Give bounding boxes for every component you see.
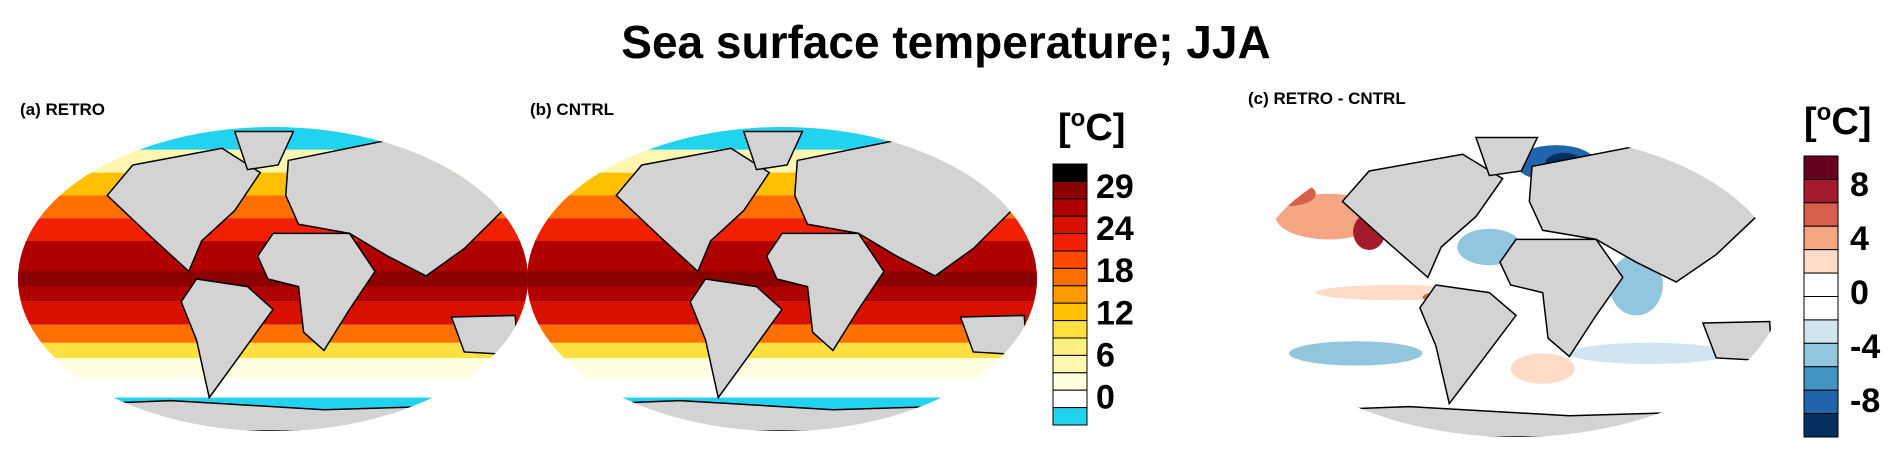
- map: [527, 127, 1037, 431]
- unit-part: [: [1804, 101, 1817, 143]
- colorbar-bin: [1052, 302, 1088, 322]
- colorbar-tick-label: 24: [1096, 210, 1134, 248]
- land: [106, 147, 262, 273]
- colorbar-bin: [1052, 337, 1088, 356]
- unit-part: C]: [1831, 101, 1871, 143]
- map: [1249, 133, 1783, 437]
- colorbar-bin: [1803, 202, 1839, 227]
- colorbar-bin: [1052, 267, 1088, 287]
- colorbar-bin: [1052, 180, 1088, 200]
- unit-part: C]: [1085, 107, 1125, 149]
- sst-band: [18, 358, 528, 378]
- unit-part: [: [1058, 107, 1071, 149]
- sst-band: [527, 358, 1037, 378]
- colorbar-bin: [1803, 155, 1839, 180]
- colorbar-tick-label: 8: [1850, 166, 1869, 204]
- colorbar-tick-label: 6: [1096, 336, 1115, 374]
- land: [1419, 284, 1518, 406]
- sst-band: [527, 301, 1037, 325]
- map: [18, 127, 528, 431]
- colorbar-bin: [1803, 366, 1839, 391]
- colorbar-bin: [1052, 215, 1088, 235]
- colorbar-bin: [1052, 407, 1088, 426]
- anomaly: [1609, 254, 1663, 316]
- colorbar-bin: [1052, 320, 1088, 339]
- colorbar-tick-label: 0: [1850, 274, 1869, 312]
- colorbar-bin: [1803, 389, 1839, 415]
- colorbar-bin: [1803, 342, 1839, 368]
- colorbar-bin: [1052, 198, 1088, 217]
- unit-sup: o: [1071, 105, 1086, 132]
- colorbar-bin: [1803, 249, 1839, 274]
- anomaly: [1289, 341, 1423, 366]
- colorbar-unit: [oC]: [1058, 105, 1125, 149]
- colorbar-bin: [1803, 272, 1839, 298]
- land: [765, 232, 885, 352]
- anomaly: [1262, 181, 1316, 206]
- colorbar-bin: [1052, 163, 1088, 182]
- colorbar-bin: [1052, 250, 1088, 269]
- colorbar-bin: [1052, 285, 1088, 304]
- panel-label: (b) CNTRL: [530, 100, 614, 119]
- panel-label: (c) RETRO - CNTRL: [1248, 89, 1406, 108]
- land: [180, 278, 275, 400]
- sst-band: [527, 377, 1037, 398]
- sst-band: [527, 342, 1037, 359]
- land: [233, 130, 295, 171]
- sst-band: [18, 301, 528, 325]
- unit-sup: o: [1817, 99, 1832, 126]
- land: [1474, 136, 1539, 177]
- colorbar-tick-label: -4: [1850, 328, 1880, 366]
- sst-band: [527, 324, 1037, 343]
- colorbar-bin: [1803, 178, 1839, 204]
- anomaly: [1510, 353, 1575, 384]
- colorbar-bin: [1052, 389, 1088, 409]
- land: [615, 147, 771, 273]
- colorbar-bin: [1052, 233, 1088, 252]
- sst-band: [18, 377, 528, 398]
- colorbar-bin: [1803, 225, 1839, 251]
- anomaly: [1569, 342, 1730, 365]
- colorbar-unit: [oC]: [1804, 99, 1871, 143]
- colorbar-tick-label: 12: [1096, 294, 1134, 332]
- sst-band: [18, 342, 528, 359]
- land: [1499, 238, 1624, 358]
- panel-label: (a) RETRO: [20, 100, 105, 119]
- colorbar-tick-label: 29: [1096, 168, 1134, 206]
- colorbar-tick-label: -8: [1850, 382, 1880, 420]
- colorbar-tick-label: 0: [1096, 379, 1115, 417]
- colorbar-bin: [1803, 296, 1839, 321]
- sst-band: [18, 324, 528, 343]
- land: [1341, 153, 1504, 279]
- colorbar-bin: [1803, 413, 1839, 438]
- colorbar-bin: [1052, 354, 1088, 374]
- land: [742, 130, 804, 171]
- figure-title: Sea surface temperature; JJA: [621, 16, 1270, 68]
- land: [689, 278, 784, 400]
- land: [256, 232, 376, 352]
- colorbar-tick-label: 18: [1096, 252, 1134, 290]
- colorbar-tick-label: 4: [1850, 220, 1869, 258]
- colorbar-bin: [1052, 372, 1088, 391]
- colorbar-bin: [1803, 319, 1839, 344]
